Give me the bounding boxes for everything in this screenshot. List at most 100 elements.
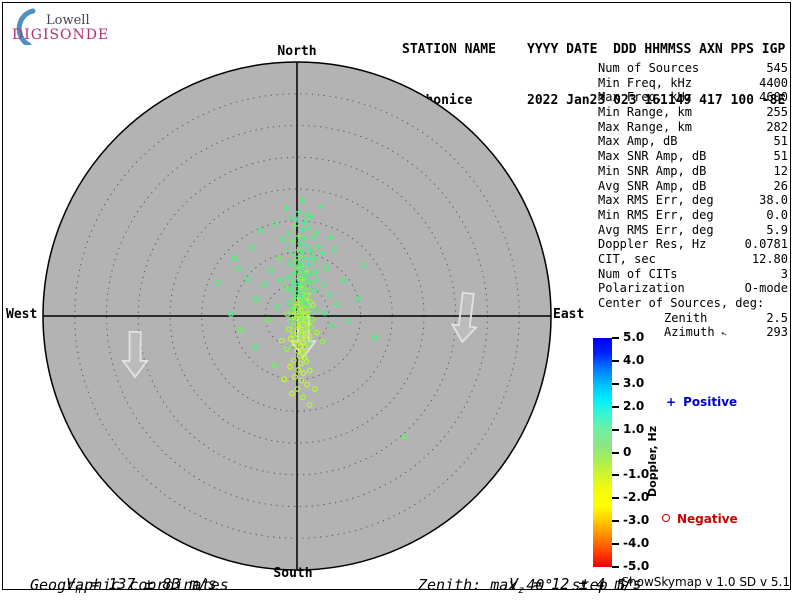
colorbar-tick-label: -5.0 [623,559,650,573]
source-point-negative [323,264,330,271]
source-point-negative [297,360,304,367]
direction-label-south: South [273,566,313,581]
stat-label: Max SNR Amp, dB [598,149,707,164]
source-point-positive [305,308,312,315]
stat-value: 51 [773,149,788,164]
colorbar-tick-label: 1.0 [623,421,645,436]
legend-positive-label: Positive [683,395,738,409]
direction-label-north: North [277,44,317,59]
source-point-positive [303,211,310,218]
colorbar-tick-label: -1.0 [623,467,650,482]
source-point-positive [307,213,314,220]
source-point-negative [281,376,288,383]
source-point-positive [306,271,313,278]
stat-value: 293 [766,325,788,340]
source-point-negative [276,255,283,262]
stat-row: Avg SNR Amp, dB 26 [598,179,788,194]
stat-label: Min Range, km [598,105,692,120]
source-point-negative [231,255,238,262]
colorbar-tick [612,451,619,454]
positive-marker-icon: + [666,395,677,409]
source-point-negative [306,367,313,374]
source-point-positive [289,279,296,286]
colorbar-gradient [593,338,612,567]
source-point-positive [294,265,300,272]
colorbar-tick-label: -2.0 [623,490,650,505]
stat-row: Num of CITs 3 [598,267,788,282]
stat-value: 0.0 [766,207,788,222]
source-point-positive [304,243,311,250]
source-point-negative [309,253,316,260]
source-point-positive [299,302,306,309]
source-point-positive [300,289,307,296]
source-point-positive [288,214,295,221]
stat-value: 12.80 [751,251,788,266]
source-point-positive [299,248,306,255]
source-point-negative [371,334,378,341]
version-text: ShowSkymap v 1.0 SD v 5.1 [621,575,790,589]
source-point-negative [360,262,367,269]
source-point-negative [346,318,353,325]
stat-label: Num of Sources [598,61,700,75]
colorbar-tick-label: 2.0 [623,398,645,413]
source-point-positive [318,203,325,210]
source-point-positive [301,272,308,279]
source-point-positive [302,255,309,262]
source-point-negative [308,324,314,331]
stat-row: Center of Sources, deg: [598,296,788,311]
stats-panel: Num of Sources 545 Min Freq, kHz 4400 Max Fr… [598,61,788,340]
stat-label: Min SNR Amp, dB [598,163,707,178]
source-point-positive [300,318,307,325]
colorbar-tick [612,359,619,362]
source-point-negative [287,318,293,325]
source-point-negative [286,300,293,307]
source-point-positive [292,310,299,317]
source-point-negative [264,316,271,323]
colorbar-tick-label: 4.0 [623,352,645,367]
source-point-positive [297,284,304,291]
source-point-positive [294,216,300,223]
stat-row: Min Range, km 255 [598,105,788,120]
source-point-positive [306,224,313,231]
stat-row: Doppler Res, Hz 0.0781 [598,237,788,252]
stat-row: Min RMS Err, deg 0.0 [598,208,788,223]
source-point-negative [295,337,302,344]
source-point-negative [277,277,284,284]
source-point-negative [328,322,335,329]
source-point-negative [312,307,319,314]
source-point-positive [294,295,301,302]
source-point-negative [292,374,299,380]
source-point-negative [287,335,294,342]
stat-label: Min RMS Err, deg [598,207,714,222]
source-point-negative [285,274,292,281]
stat-value: 5.9 [766,222,788,237]
colorbar-tick [612,474,619,477]
source-point-positive [295,208,302,215]
source-point-positive [308,279,315,286]
colorbar-tick [612,543,619,546]
source-point-negative [214,280,221,286]
source-point-negative [280,236,286,243]
source-point-negative [288,307,295,314]
source-point-negative [290,297,297,304]
stat-row: Zenith 2.5 [598,311,788,326]
stat-value: 51 [773,134,788,149]
source-point-negative [290,323,297,330]
legend-negative-label: Negative [677,512,738,526]
source-point-negative [311,386,318,392]
source-point-positive [315,243,322,250]
source-point-positive [401,433,408,440]
source-point-negative [321,309,328,316]
source-point-positive [286,230,293,237]
source-point-negative [306,401,313,408]
source-point-positive [307,247,314,254]
source-point-positive [297,311,304,318]
stat-row: Max Amp, dB 51 [598,134,788,149]
source-point-negative [274,304,281,311]
source-point-positive [294,275,301,282]
colorbar-tick [612,428,619,431]
source-point-negative [314,276,321,283]
source-point-negative [303,292,310,299]
time-columns-title: YYYY DATE DDD HHMMSS AXN PPS IGP [527,42,786,57]
